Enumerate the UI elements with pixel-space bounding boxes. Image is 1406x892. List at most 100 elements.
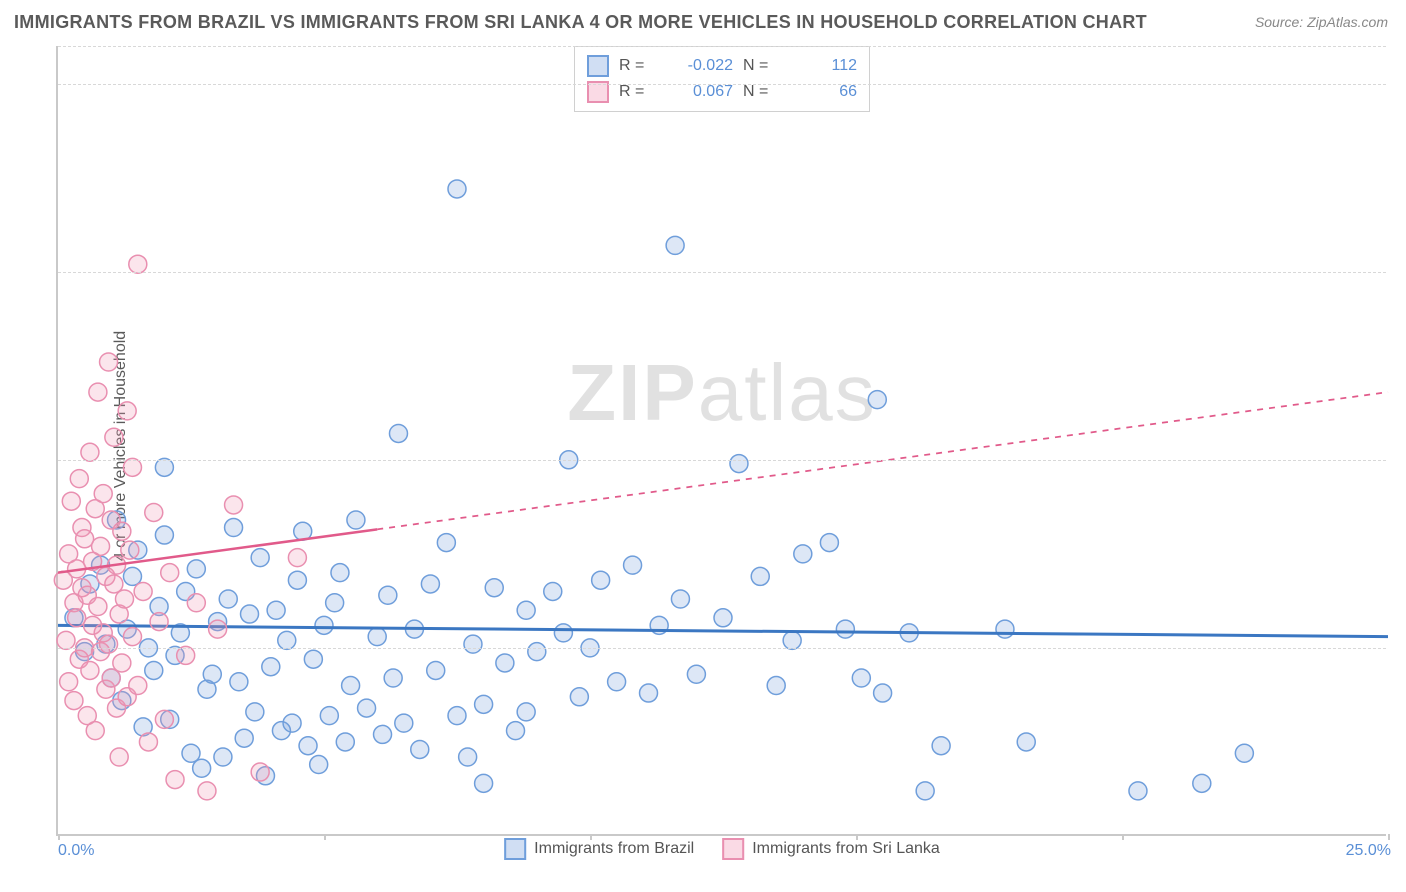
x-tick — [1388, 834, 1390, 840]
x-tick — [856, 834, 858, 840]
gridline — [58, 460, 1386, 461]
scatter-svg — [58, 46, 1388, 836]
data-point — [411, 740, 429, 758]
data-point — [874, 684, 892, 702]
data-point — [123, 458, 141, 476]
x-tick — [1122, 834, 1124, 840]
data-point — [288, 549, 306, 567]
data-point — [150, 613, 168, 631]
data-point — [592, 571, 610, 589]
data-point — [358, 699, 376, 717]
data-point — [395, 714, 413, 732]
data-point — [155, 710, 173, 728]
data-point — [139, 733, 157, 751]
legend-item-brazil: Immigrants from Brazil — [504, 838, 694, 860]
gridline — [58, 272, 1386, 273]
data-point — [624, 556, 642, 574]
data-point — [214, 748, 232, 766]
n-value-brazil: 112 — [787, 57, 857, 75]
data-point — [384, 669, 402, 687]
data-point — [326, 594, 344, 612]
x-tick — [58, 834, 60, 840]
data-point — [118, 402, 136, 420]
plot-area: ZIPatlas R = -0.022 N = 112 R = 0.067 N … — [56, 46, 1386, 836]
data-point — [100, 353, 118, 371]
data-point — [57, 631, 75, 649]
y-tick-label: 10.0% — [1396, 451, 1406, 469]
data-point — [134, 582, 152, 600]
data-point — [342, 677, 360, 695]
data-point — [448, 707, 466, 725]
data-point — [94, 485, 112, 503]
y-tick-label: 20.0% — [1396, 75, 1406, 93]
data-point — [437, 534, 455, 552]
data-point — [155, 526, 173, 544]
data-point — [65, 692, 83, 710]
data-point — [714, 609, 732, 627]
data-point — [459, 748, 477, 766]
data-point — [544, 582, 562, 600]
data-point — [81, 443, 99, 461]
data-point — [62, 492, 80, 510]
data-point — [92, 537, 110, 555]
x-tick — [324, 834, 326, 840]
data-point — [608, 673, 626, 691]
data-point — [225, 496, 243, 514]
data-point — [288, 571, 306, 589]
data-point — [105, 575, 123, 593]
data-point — [751, 567, 769, 585]
legend-label-brazil: Immigrants from Brazil — [534, 840, 694, 858]
swatch-pink-icon — [722, 838, 744, 860]
data-point — [374, 725, 392, 743]
data-point — [241, 605, 259, 623]
gridline — [58, 84, 1386, 85]
data-point — [570, 688, 588, 706]
data-point — [166, 771, 184, 789]
data-point — [554, 624, 572, 642]
swatch-blue-icon — [504, 838, 526, 860]
data-point — [182, 744, 200, 762]
data-point — [105, 428, 123, 446]
data-point — [767, 677, 785, 695]
data-point — [278, 631, 296, 649]
data-point — [379, 586, 397, 604]
legend-label-srilanka: Immigrants from Sri Lanka — [752, 840, 940, 858]
data-point — [389, 424, 407, 442]
data-point — [368, 628, 386, 646]
data-point — [225, 519, 243, 537]
data-point — [235, 729, 253, 747]
data-point — [475, 695, 493, 713]
data-point — [304, 650, 322, 668]
data-point — [113, 654, 131, 672]
data-point — [475, 774, 493, 792]
data-point — [310, 756, 328, 774]
r-label: R = — [619, 57, 653, 75]
data-point — [485, 579, 503, 597]
data-point — [315, 616, 333, 634]
data-point — [1235, 744, 1253, 762]
data-point — [836, 620, 854, 638]
data-point — [687, 665, 705, 683]
data-point — [177, 646, 195, 664]
data-point — [155, 458, 173, 476]
x-origin-label: 0.0% — [58, 842, 94, 860]
data-point — [100, 635, 118, 653]
data-point — [517, 703, 535, 721]
data-point — [299, 737, 317, 755]
data-point — [730, 455, 748, 473]
x-max-label: 25.0% — [1346, 842, 1391, 860]
data-point — [187, 560, 205, 578]
data-point — [230, 673, 248, 691]
data-point — [996, 620, 1014, 638]
data-point — [336, 733, 354, 751]
data-point — [666, 236, 684, 254]
data-point — [496, 654, 514, 672]
source-attribution: Source: ZipAtlas.com — [1255, 14, 1388, 30]
data-point — [121, 541, 139, 559]
y-tick-label: 15.0% — [1396, 263, 1406, 281]
data-point — [464, 635, 482, 653]
data-point — [852, 669, 870, 687]
data-point — [193, 759, 211, 777]
data-point — [209, 620, 227, 638]
data-point — [89, 598, 107, 616]
